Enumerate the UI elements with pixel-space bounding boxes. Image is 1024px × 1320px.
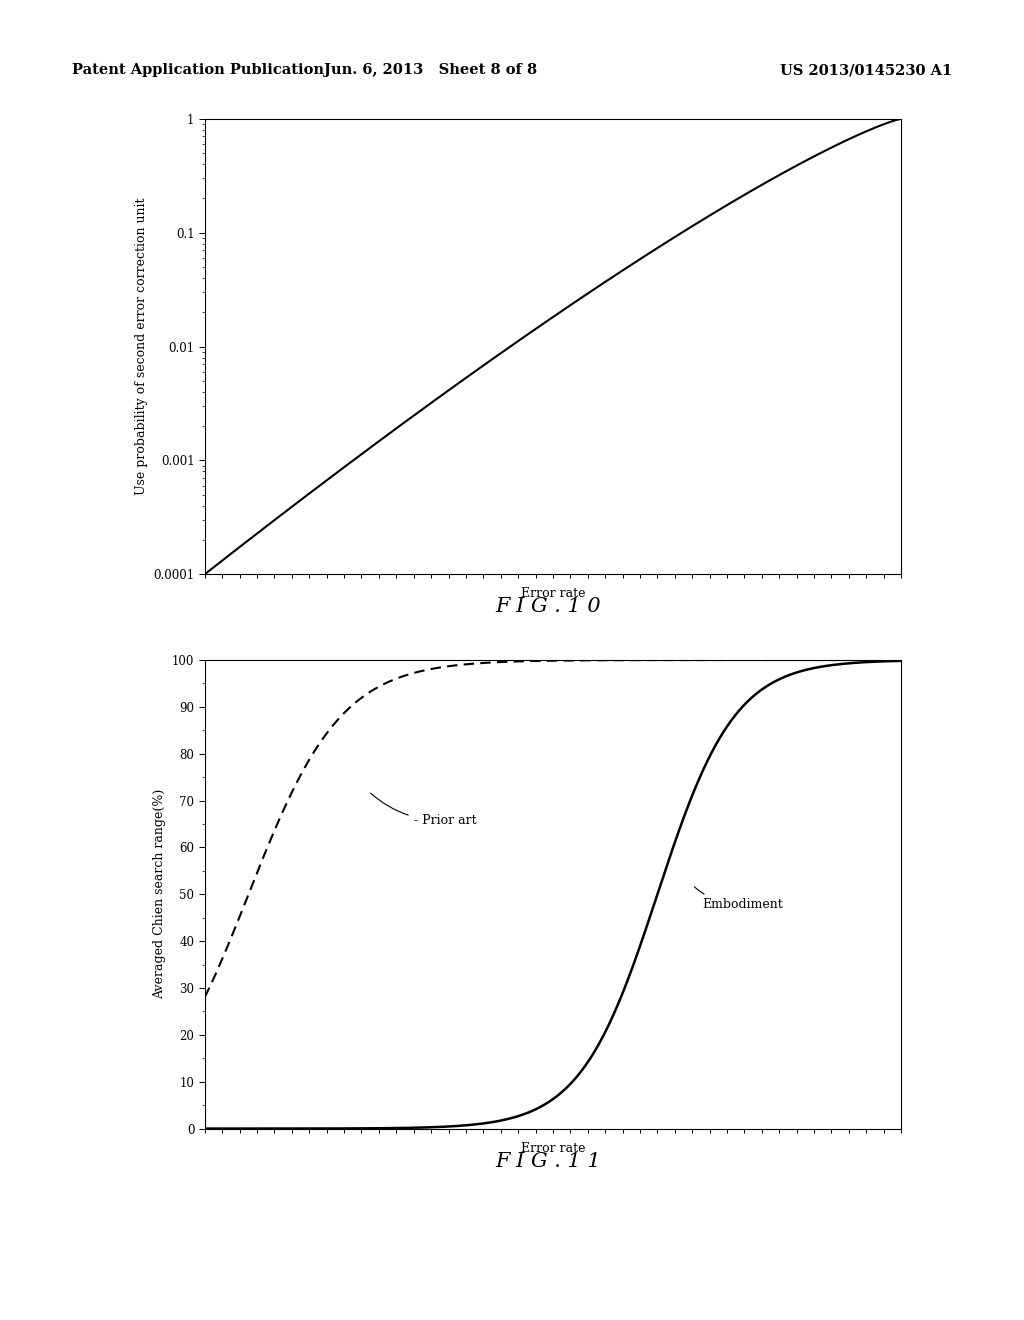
X-axis label: Error rate: Error rate	[521, 587, 585, 601]
Text: Embodiment: Embodiment	[694, 887, 783, 911]
Y-axis label: Averaged Chien search range(%): Averaged Chien search range(%)	[154, 789, 167, 999]
X-axis label: Error rate: Error rate	[521, 1142, 585, 1155]
Text: US 2013/0145230 A1: US 2013/0145230 A1	[780, 63, 952, 78]
Y-axis label: Use probability of second error correction unit: Use probability of second error correcti…	[135, 198, 147, 495]
Text: F I G . 1 0: F I G . 1 0	[495, 597, 601, 615]
Text: - Prior art: - Prior art	[371, 793, 476, 828]
Text: F I G . 1 1: F I G . 1 1	[495, 1152, 601, 1171]
Text: Patent Application Publication: Patent Application Publication	[72, 63, 324, 78]
Text: Jun. 6, 2013   Sheet 8 of 8: Jun. 6, 2013 Sheet 8 of 8	[324, 63, 537, 78]
